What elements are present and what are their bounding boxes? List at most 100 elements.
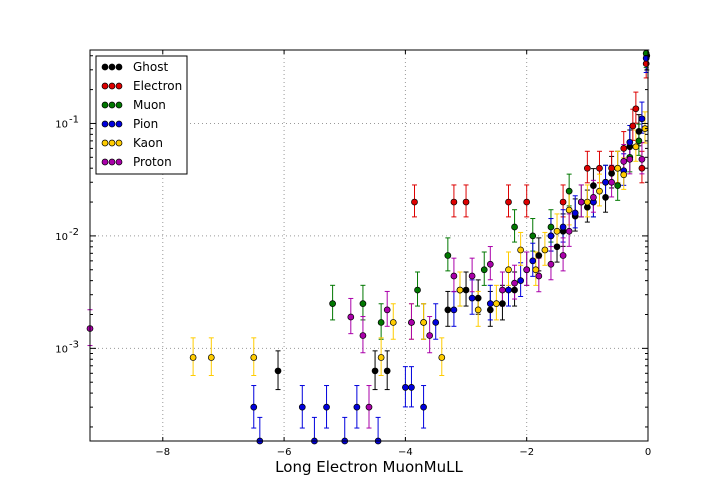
y-tick-label-exponent: -3 [69,339,79,350]
data-point-muon [635,137,643,145]
data-point-muon [480,266,488,274]
data-point-ghost [635,128,643,135]
data-point-pion [602,178,609,186]
data-point-ghost [590,182,597,189]
data-point-proton [450,272,458,280]
data-point-proton [638,155,646,163]
data-points [86,50,651,445]
data-point-electron [638,164,646,172]
data-point-electron [559,198,567,206]
data-point-ghost [602,194,609,201]
data-point-muon [565,187,573,195]
legend-marker [101,158,109,166]
legend-marker [101,82,109,90]
x-tick-label: −2 [519,447,534,458]
data-point-ghost [535,252,543,259]
plot-frame [89,49,649,442]
data-point-electron [632,105,640,113]
data-point-kaon [583,198,591,206]
legend-label: Kaon [133,136,163,150]
data-point-muon [414,286,421,294]
data-point-proton [468,272,476,280]
x-tick-label: −4 [398,447,413,458]
data-point-pion [402,383,409,391]
legend: Ghost Electron Muon Pion Kaon Proton [95,55,188,175]
data-point-kaon [614,164,622,172]
data-point-kaon [389,319,397,326]
data-point-pion [298,403,306,411]
data-point-pion [432,319,440,326]
data-point-kaon [207,354,215,361]
data-point-proton [511,279,518,287]
legend-marker [101,101,109,109]
y-tick-label-base: 10 [55,119,68,130]
data-point-kaon [250,354,258,361]
data-point-electron [620,145,628,152]
legend-marker [108,158,116,166]
data-point-pion [626,138,634,146]
data-point-ghost [553,243,561,251]
data-point-ghost [371,367,379,375]
data-point-proton [365,403,373,411]
data-point-pion [486,300,494,307]
data-point-kaon [505,266,512,274]
data-point-proton [565,227,573,235]
data-point-pion [323,403,330,411]
legend-marker [108,120,116,128]
legend-marker [115,139,123,147]
data-point-proton [559,252,567,259]
data-point-proton [523,266,531,274]
legend-label: Electron [133,79,182,93]
data-point-kaon [532,266,540,274]
data-point-proton [590,194,597,201]
legend-marker [115,120,123,128]
data-point-kaon [553,227,561,235]
data-point-ghost [486,306,494,314]
legend-marker [101,120,109,128]
data-point-kaon [456,286,464,294]
data-point-muon [547,223,555,231]
data-point-electron [629,122,637,130]
data-point-ghost [274,367,282,375]
data-point-kaon [474,306,482,314]
data-point-electron [583,164,591,172]
data-point-pion [529,257,537,265]
data-point-pion [571,209,579,217]
legend-marker [115,82,123,90]
legend-box [95,55,188,175]
data-point-ghost [499,300,506,307]
x-tick-label: −6 [277,447,292,458]
legend-marker [108,63,116,71]
y-tick-label-base: 10 [55,232,68,243]
data-point-proton [499,286,506,294]
data-point-electron [411,198,418,206]
data-point-proton [486,260,494,268]
data-point-pion [420,403,427,411]
data-point-proton [547,260,555,268]
data-point-kaon [541,246,549,254]
legend-label: Muon [133,98,166,112]
y-tick-label-exponent: -2 [69,227,79,238]
data-point-proton [359,332,367,339]
data-point-ghost [462,286,470,294]
data-point-ghost [383,367,391,375]
legend-marker [115,63,123,71]
data-point-proton [608,178,615,186]
data-point-kaon [420,319,427,326]
legend-marker [108,82,116,90]
data-point-muon [359,300,367,307]
legend-marker [115,158,123,166]
legend-label: Proton [133,155,172,169]
data-point-pion [353,403,361,411]
x-axis-label: Long Electron MuonMuLL [275,458,463,476]
data-point-ghost [444,306,452,314]
data-point-pion [450,306,458,314]
data-point-proton [620,158,628,165]
data-point-pion [468,294,476,302]
legend-marker [108,139,116,147]
y-tick-label-base: 10 [55,344,68,355]
legend-label: Pion [133,117,158,131]
data-point-muon [329,300,336,307]
data-point-pion [547,232,555,240]
